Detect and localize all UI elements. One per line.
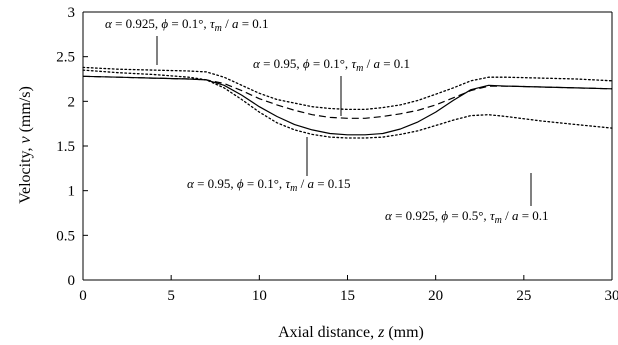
x-tick-label: 10: [252, 288, 267, 304]
y-tick-label: 0: [68, 273, 76, 289]
series-line-1-solid: [82, 75, 613, 136]
x-tick-label: 20: [428, 288, 443, 304]
series-annotation-2: α = 0.95, ϕ = 0.1°, τm / a = 0.1: [253, 56, 410, 74]
series-annotation-3: α = 0.95, ϕ = 0.1°, τm / a = 0.15: [187, 176, 351, 194]
series-line-2-dashed: [82, 75, 613, 119]
series-line-4-dotted: [82, 69, 613, 139]
y-tick-label: 1.5: [56, 139, 75, 155]
x-tick-label: 0: [79, 288, 87, 304]
y-tick-label: 1: [68, 184, 76, 200]
x-axis-label: Axial distance, z (mm): [278, 324, 424, 341]
y-tick-label: 3: [68, 5, 76, 21]
series-line-3-dotted: [82, 66, 613, 111]
axes-group: 0 5 10 15 20 25 30 0 0.5 1 1.5 2 2.5 3: [56, 5, 618, 304]
y-tick-label: 0.5: [56, 228, 75, 244]
x-tick-label: 30: [605, 288, 618, 304]
series-annotation-4: α = 0.925, ϕ = 0.5°, τm / a = 0.1: [385, 208, 549, 226]
annotation-layer: α = 0.925, ϕ = 0.1°, τm / a = 0.1 α = 0.9…: [105, 16, 549, 226]
x-tick-label: 5: [167, 288, 175, 304]
x-tick-label: 15: [340, 288, 355, 304]
series-annotation-1: α = 0.925, ϕ = 0.1°, τm / a = 0.1: [105, 16, 269, 34]
y-tick-label: 2.5: [56, 50, 75, 66]
series-layer: [82, 66, 613, 139]
y-axis-label: Velocity, v (mm/s): [17, 86, 34, 204]
x-tick-label: 25: [516, 288, 531, 304]
y-tick-label: 2: [68, 94, 76, 110]
